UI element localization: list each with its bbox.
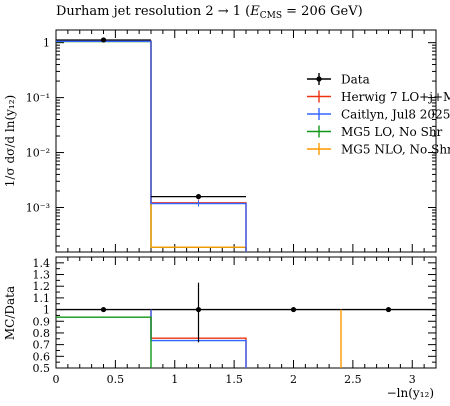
ratio-x-tick-label: 1.5 — [225, 373, 243, 386]
main-y-axis-label: 1/σ dσ/d ln(y₁₂) — [3, 95, 17, 187]
ratio-x-tick-label: 0 — [53, 373, 60, 386]
ratio-y-axis-label: MC/Data — [3, 286, 17, 340]
ratio-data-point — [100, 306, 107, 313]
legend-label: Caitlyn, Jul8 2025 — [341, 108, 450, 122]
main-y-tick-label: 10⁻² — [26, 147, 50, 160]
main-y-tick-label: 10⁻³ — [26, 202, 50, 215]
legend-label: Data — [341, 73, 370, 87]
ratio-data-point — [195, 306, 202, 313]
legend-label: MG5 LO, No Shr — [341, 125, 443, 139]
ratio-series-line — [56, 316, 152, 368]
ratio-y-tick-label: 1.4 — [33, 257, 51, 270]
ratio-y-tick-label: 0.9 — [33, 315, 51, 328]
ratio-y-tick-label: 0.6 — [33, 350, 51, 363]
main-series-line — [56, 40, 247, 252]
ratio-y-tick-label: 0.7 — [33, 339, 51, 352]
main-y-tick-label: 1 — [43, 37, 50, 50]
ratio-y-tick-label: 1.2 — [33, 280, 51, 293]
ratio-data-point — [290, 306, 297, 313]
legend-label: MG5 NLO, No Shr — [341, 143, 450, 157]
ratio-x-tick-label: 3 — [409, 373, 416, 386]
ratio-x-tick-label: 2.5 — [344, 373, 362, 386]
ratio-y-tick-label: 0.5 — [33, 362, 51, 375]
legend-swatch-marker — [316, 76, 322, 82]
ratio-y-tick-label: 1 — [43, 304, 50, 317]
ratio-y-tick-label: 1.3 — [33, 269, 51, 282]
ratio-y-tick-label: 1.1 — [33, 292, 51, 305]
chart-title: Durham jet resolution 2 → 1 (ECMS = 206 … — [56, 4, 363, 21]
ratio-x-tick-label: 0.5 — [107, 373, 125, 386]
x-axis-label: −ln(y₁₂) — [387, 386, 434, 400]
ratio-x-tick-label: 2 — [290, 373, 297, 386]
ratio-y-tick-label: 0.8 — [33, 327, 51, 340]
ratio-x-tick-label: 1 — [171, 373, 178, 386]
legend: Data Herwig 7 LO+j+M Caitlyn, Jul8 2025 MG5… — [307, 73, 450, 157]
ratio-data-point — [385, 306, 392, 313]
legend-label: Herwig 7 LO+j+M — [341, 90, 450, 104]
main-y-tick-label: 10⁻¹ — [26, 92, 50, 105]
